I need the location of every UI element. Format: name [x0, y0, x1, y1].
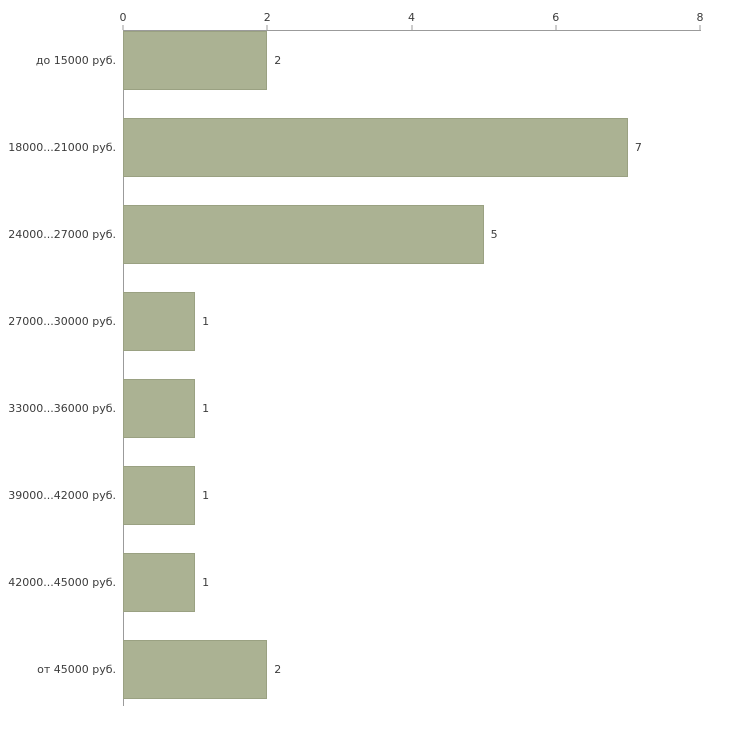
bar-value-label: 5: [490, 228, 498, 241]
x-axis-tick: [555, 25, 557, 30]
x-axis-tick-label: 6: [552, 11, 560, 24]
bar-value-label: 2: [274, 663, 282, 676]
bar-track: 7: [123, 118, 700, 177]
bar-track: 2: [123, 31, 700, 90]
x-axis-tick: [411, 25, 412, 30]
bar-rows: до 15000 руб. 2 18000...21000 руб. 7 24000..…: [0, 31, 730, 727]
bar-value-label: 1: [202, 315, 210, 328]
x-axis-tick: [266, 25, 268, 30]
bar-value-label: 2: [274, 54, 282, 67]
category-label: до 15000 руб.: [35, 54, 116, 67]
category-label: 18000...21000 руб.: [8, 141, 116, 154]
bar-value-label: 1: [202, 576, 210, 589]
bar-track: 2: [123, 640, 700, 699]
x-axis-tick: [122, 25, 124, 30]
category-label: 39000...42000 руб.: [8, 489, 116, 502]
bar-value-label: 1: [202, 489, 210, 502]
bar-track: 1: [123, 466, 700, 525]
category-label: от 45000 руб.: [37, 663, 116, 676]
bar: [123, 466, 196, 525]
x-axis-tick-label: 4: [408, 11, 415, 24]
category-label: 42000...45000 руб.: [8, 576, 116, 589]
bar: [123, 205, 484, 264]
chart-row: 27000...30000 руб. 1: [0, 292, 730, 379]
x-axis-tick: [699, 25, 701, 30]
x-axis-line: [123, 30, 701, 31]
x-axis-tick-label: 2: [263, 11, 271, 24]
bar-value-label: 7: [634, 141, 642, 154]
bar-track: 1: [123, 553, 700, 612]
bar: [123, 31, 268, 90]
chart-row: 33000...36000 руб. 1: [0, 379, 730, 466]
bar-track: 1: [123, 379, 700, 438]
bar: [123, 379, 196, 438]
bar-value-label: 1: [202, 402, 210, 415]
y-axis-line: [123, 30, 124, 706]
chart-row: 18000...21000 руб. 7: [0, 118, 730, 205]
x-axis-tick-label: 8: [696, 11, 704, 24]
bar: [123, 553, 196, 612]
chart-row: до 15000 руб. 2: [0, 31, 730, 118]
bar: [123, 292, 196, 351]
category-label: 33000...36000 руб.: [8, 402, 116, 415]
chart-row: 39000...42000 руб. 1: [0, 466, 730, 553]
bar-track: 1: [123, 292, 700, 351]
category-label: 27000...30000 руб.: [8, 315, 116, 328]
bar: [123, 118, 628, 177]
chart-row: от 45000 руб. 2: [0, 640, 730, 727]
bar: [123, 640, 268, 699]
bar-track: 5: [123, 205, 700, 264]
category-label: 24000...27000 руб.: [8, 228, 116, 241]
chart-row: 24000...27000 руб. 5: [0, 205, 730, 292]
x-axis-tick-label: 0: [119, 11, 127, 24]
chart-row: 42000...45000 руб. 1: [0, 553, 730, 640]
